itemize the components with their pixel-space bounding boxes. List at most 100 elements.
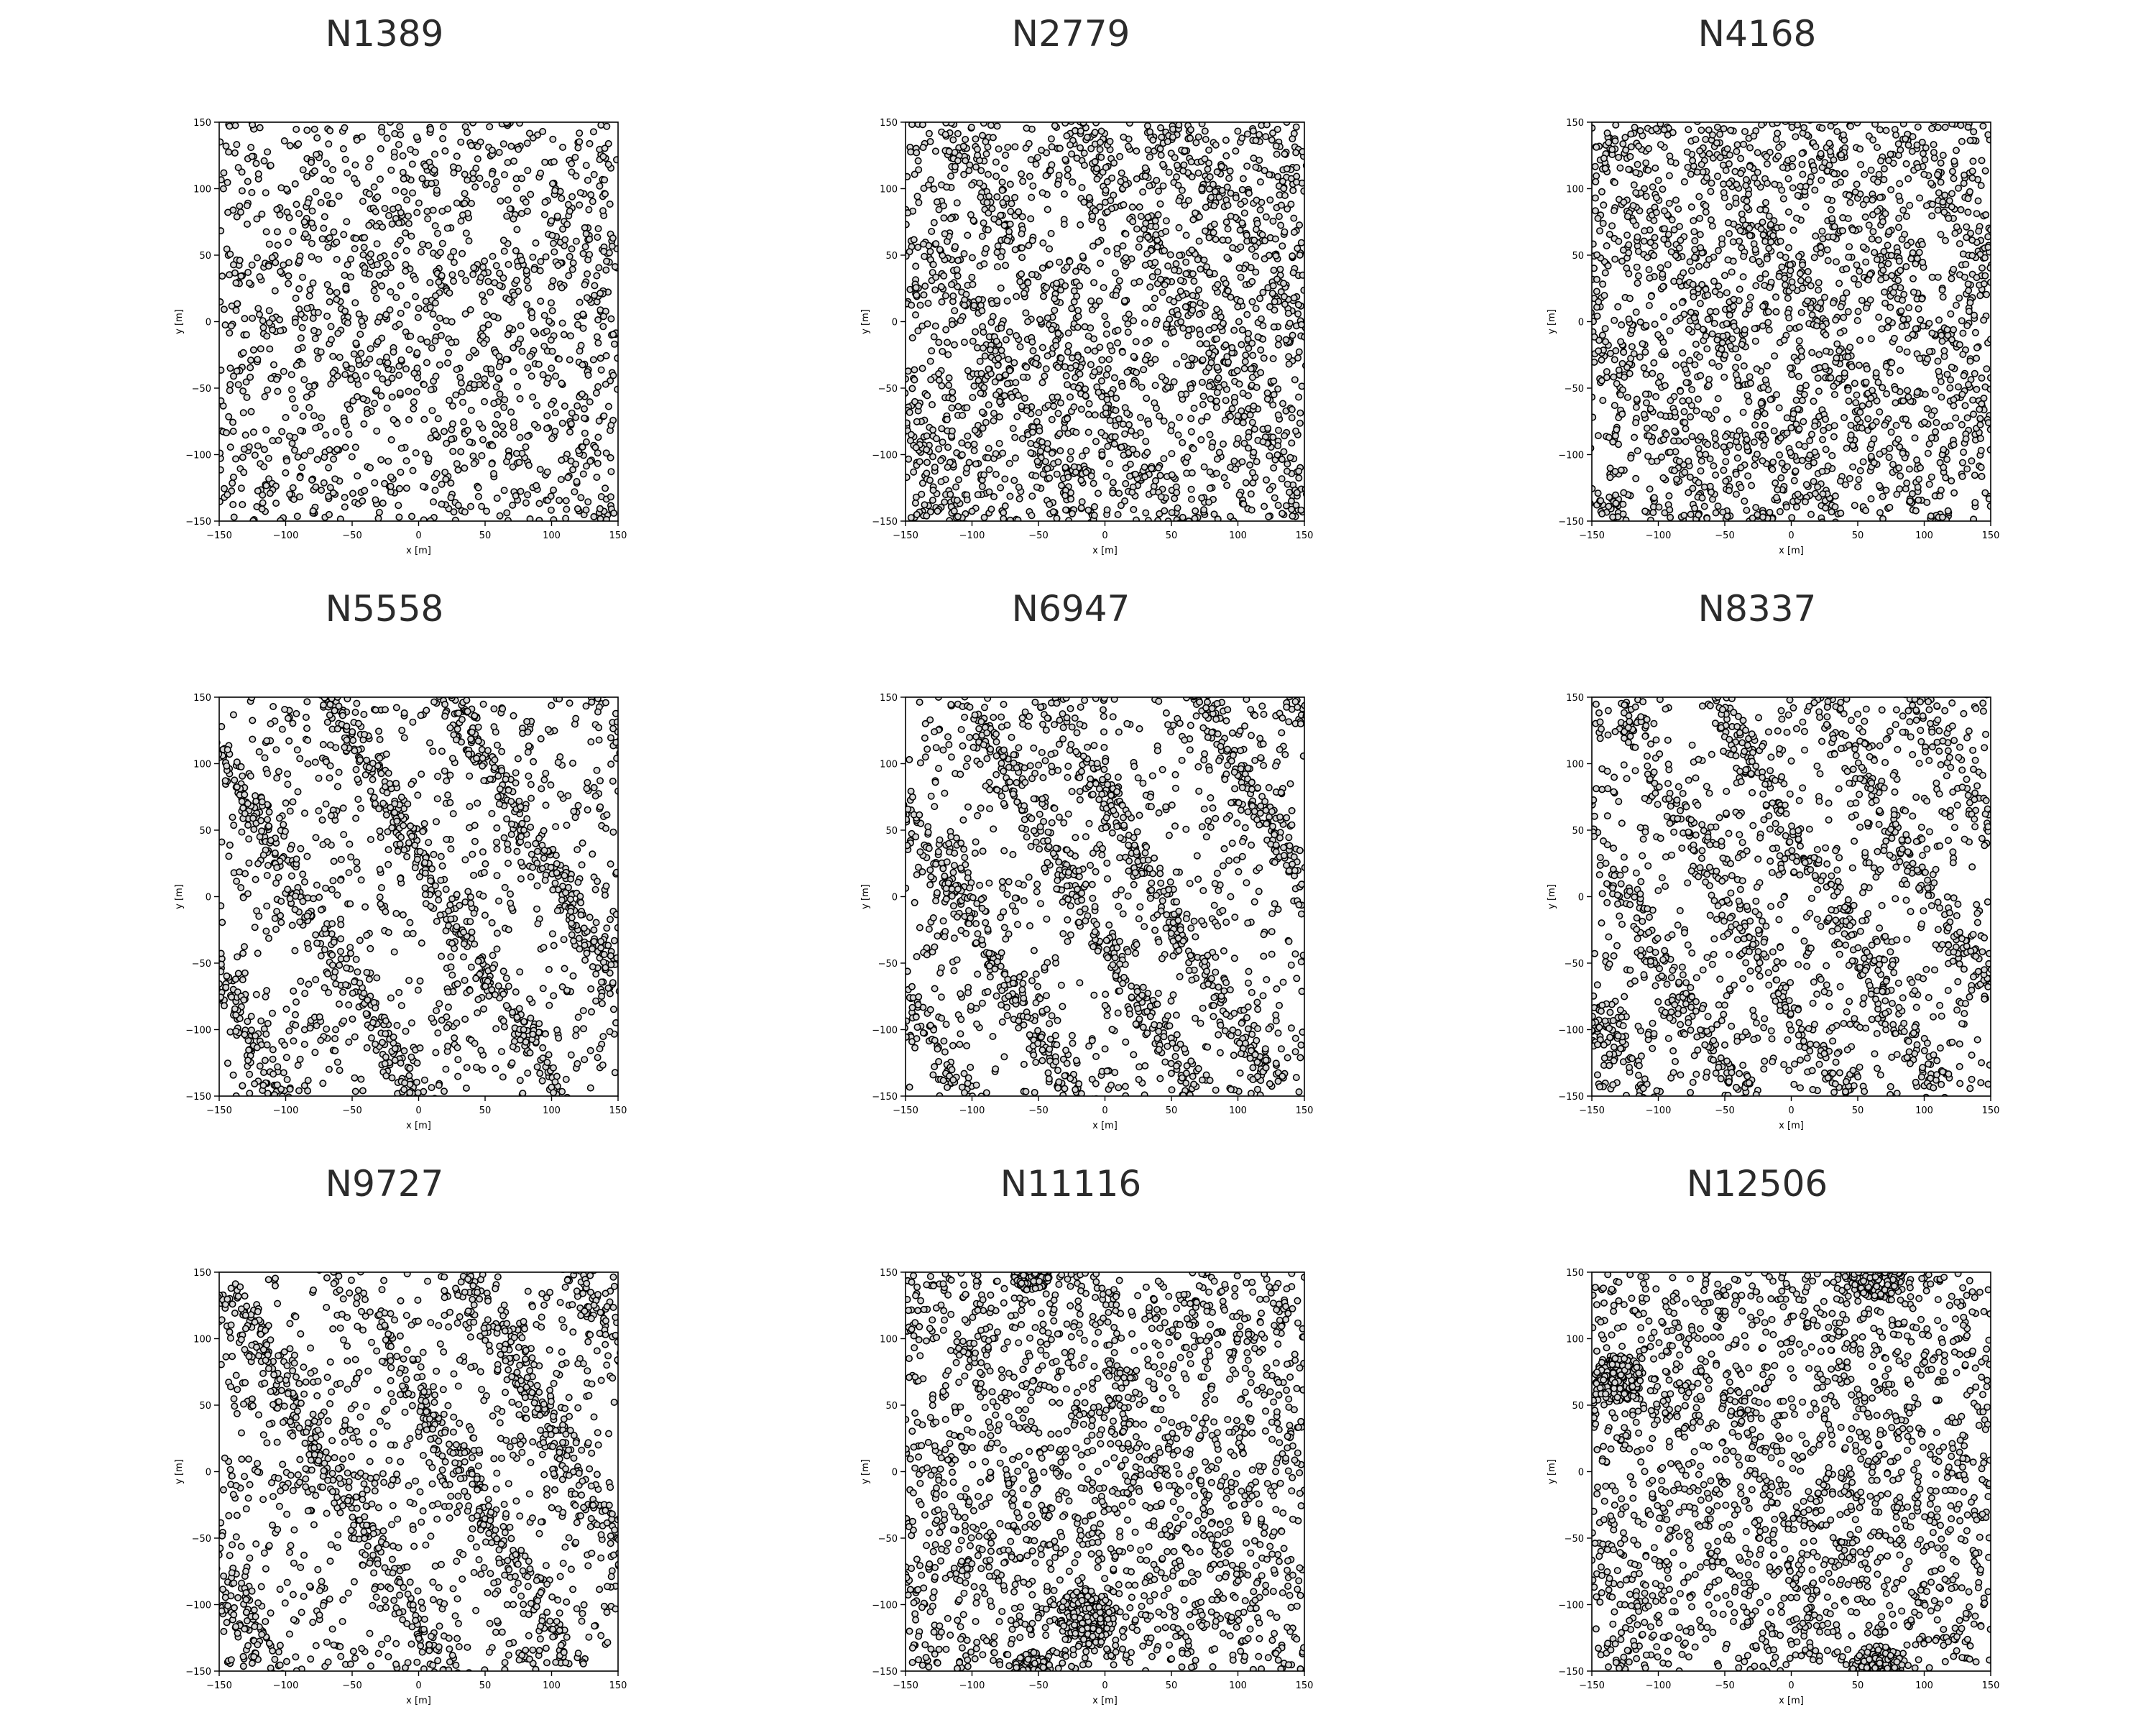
scatter-point bbox=[1197, 311, 1202, 317]
scatter-point bbox=[1189, 429, 1194, 435]
scatter-point bbox=[1360, 250, 1366, 256]
scatter-point bbox=[240, 350, 246, 356]
scatter-point bbox=[1897, 367, 1903, 373]
scatter-point bbox=[1387, 441, 1393, 446]
scatter-point bbox=[1234, 368, 1240, 374]
scatter-point bbox=[1206, 327, 1212, 333]
scatter-point bbox=[1189, 247, 1194, 253]
scatter-point bbox=[308, 254, 314, 259]
scatter-point bbox=[1753, 339, 1759, 344]
scatter-point bbox=[255, 443, 261, 448]
scatter-point bbox=[870, 351, 875, 357]
scatter-point bbox=[831, 252, 837, 258]
scatter-point bbox=[1868, 496, 1874, 502]
scatter-point bbox=[1628, 563, 1634, 569]
scatter-point bbox=[275, 388, 280, 394]
scatter-point bbox=[1234, 441, 1240, 447]
scatter-point bbox=[852, 326, 857, 332]
scatter-point bbox=[1161, 418, 1166, 424]
scatter-point bbox=[1697, 216, 1703, 221]
scatter-point bbox=[1970, 158, 1976, 164]
scatter-point bbox=[1077, 371, 1082, 377]
scatter-point bbox=[1518, 188, 1524, 193]
scatter-point bbox=[871, 570, 877, 575]
scatter-point bbox=[783, 214, 788, 220]
scatter-point bbox=[1927, 482, 1932, 487]
scatter-point bbox=[367, 356, 372, 362]
scatter-point bbox=[959, 452, 965, 458]
scatter-point bbox=[1068, 119, 1074, 124]
scatter-point bbox=[563, 506, 569, 512]
scatter-point bbox=[333, 239, 339, 245]
scatter-point bbox=[1862, 214, 1868, 220]
scatter-point bbox=[342, 157, 348, 162]
scatter-point bbox=[384, 354, 390, 360]
scatter-point bbox=[556, 497, 562, 503]
scatter-point bbox=[1180, 91, 1186, 96]
scatter-point bbox=[1197, 341, 1203, 346]
scatter-point bbox=[913, 312, 918, 318]
scatter-point bbox=[536, 518, 542, 523]
scatter-point bbox=[1034, 459, 1040, 464]
scatter-point bbox=[1724, 416, 1730, 422]
scatter-point bbox=[247, 374, 253, 380]
scatter-point bbox=[1240, 390, 1245, 396]
scatter-point bbox=[533, 482, 539, 488]
scatter-point bbox=[977, 390, 983, 396]
scatter-point bbox=[930, 454, 936, 459]
scatter-point bbox=[266, 263, 272, 269]
scatter-point bbox=[1294, 165, 1299, 170]
scatter-point bbox=[991, 216, 997, 222]
scatter-point bbox=[244, 221, 250, 227]
scatter-point bbox=[833, 526, 839, 532]
scatter-point bbox=[1715, 395, 1721, 401]
scatter-point bbox=[988, 122, 994, 128]
scatter-point bbox=[854, 290, 860, 295]
scatter-point bbox=[1700, 108, 1706, 114]
y-axis-label: y [m] bbox=[860, 309, 871, 334]
scatter-point bbox=[1123, 182, 1128, 188]
scatter-point bbox=[1309, 178, 1314, 183]
scatter-point bbox=[1497, 472, 1503, 478]
scatter-point bbox=[217, 299, 223, 305]
scatter-point bbox=[428, 435, 433, 441]
scatter-point bbox=[397, 124, 402, 129]
scatter-point bbox=[1217, 449, 1222, 455]
scatter-point bbox=[1126, 422, 1132, 428]
scatter-point bbox=[582, 431, 588, 436]
scatter-point bbox=[929, 402, 935, 408]
scatter-point bbox=[374, 428, 379, 434]
scatter-point bbox=[576, 130, 582, 136]
scatter-point bbox=[1416, 305, 1419, 311]
scatter-point bbox=[1278, 222, 1284, 228]
scatter-point bbox=[1338, 410, 1344, 416]
scatter-point bbox=[1039, 190, 1045, 196]
scatter-point bbox=[567, 356, 573, 362]
scatter-point bbox=[1874, 144, 1880, 150]
scatter-point bbox=[478, 275, 484, 280]
y-tick-label: 50 bbox=[199, 251, 211, 262]
scatter-point bbox=[267, 490, 273, 496]
scatter-point bbox=[2036, 167, 2042, 173]
scatter-point bbox=[1856, 477, 1861, 482]
scatter-point bbox=[239, 485, 244, 491]
scatter-point bbox=[561, 331, 567, 337]
scatter-point bbox=[406, 221, 412, 226]
scatter-point bbox=[497, 198, 503, 204]
scatter-point bbox=[229, 323, 234, 328]
scatter-point bbox=[999, 179, 1005, 185]
scatter-point bbox=[565, 474, 571, 480]
scatter-point bbox=[1427, 367, 1433, 372]
scatter-point bbox=[1086, 401, 1092, 407]
chart-panel: N4168 −150 −150 −100 −100 −50 −50 0 0 50 50 100 100 1… bbox=[1416, 0, 2099, 575]
scatter-point bbox=[1219, 188, 1225, 193]
scatter-point bbox=[1261, 503, 1267, 509]
scatter-point bbox=[1778, 475, 1784, 481]
scatter-point bbox=[244, 395, 249, 400]
scatter-point bbox=[1289, 253, 1295, 259]
scatter-point bbox=[1062, 464, 1068, 470]
scatter-point bbox=[1430, 366, 1436, 372]
scatter-point bbox=[916, 403, 921, 409]
scatter-point bbox=[489, 443, 495, 448]
scatter-point bbox=[1162, 282, 1168, 288]
